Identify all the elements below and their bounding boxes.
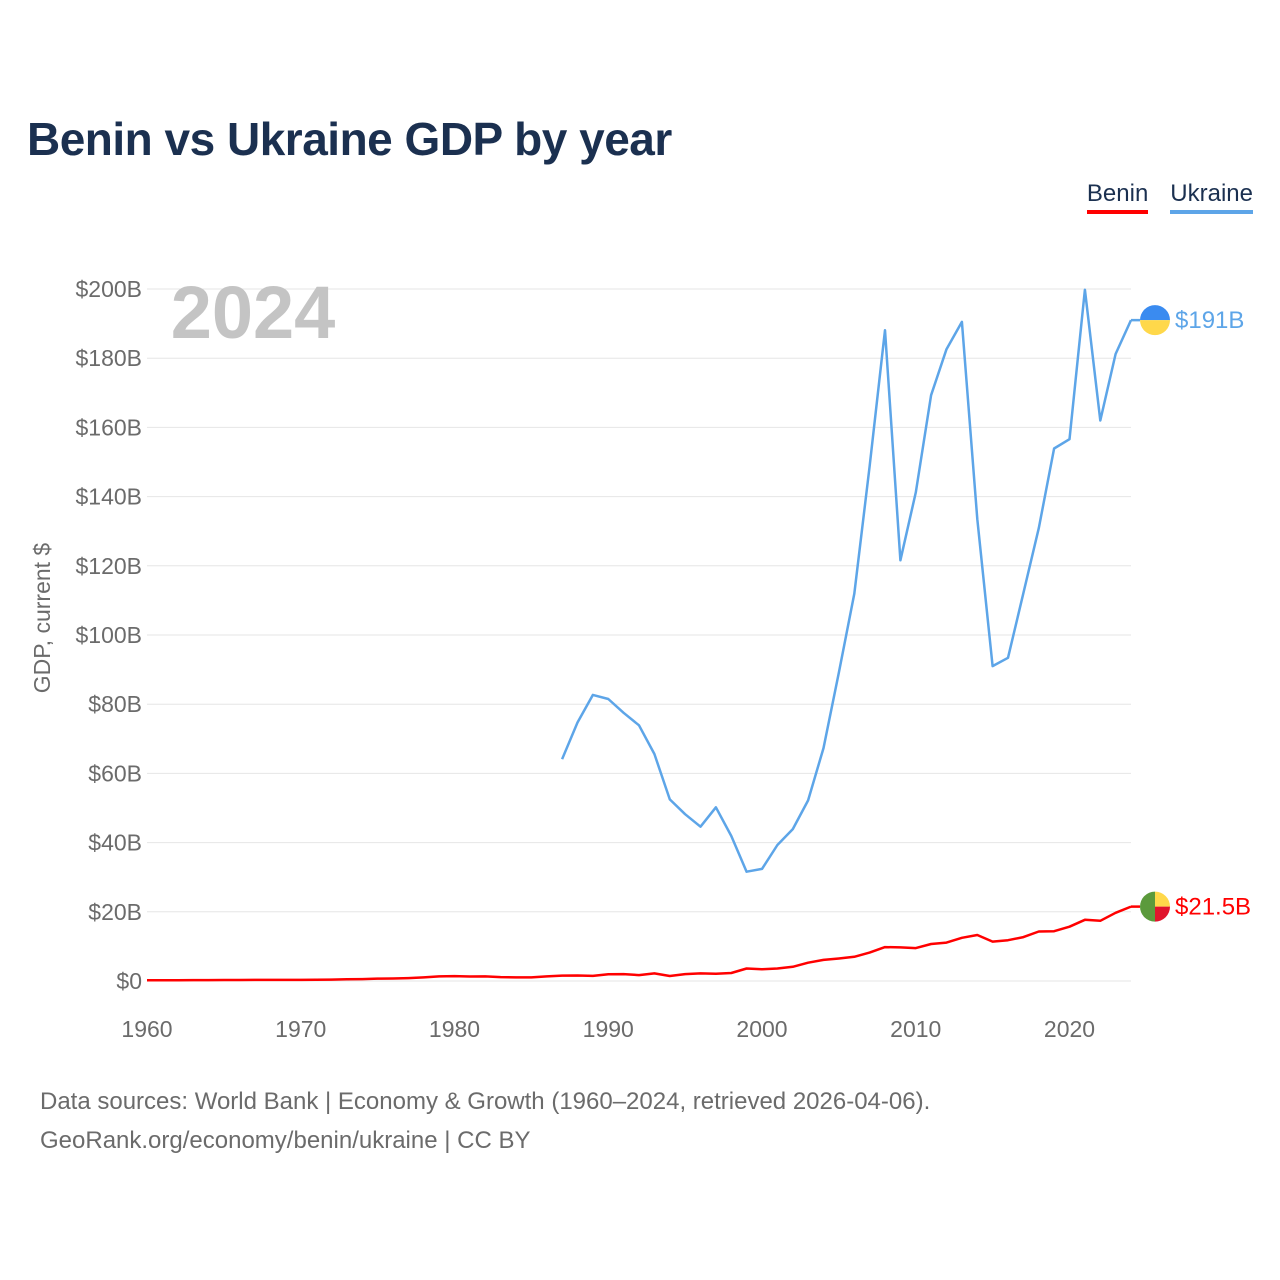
attribution-link[interactable]: GeoRank.org/economy/benin/ukraine | CC B… (40, 1127, 531, 1154)
legend-item-ukraine[interactable]: Ukraine (1170, 180, 1253, 214)
y-tick-label: $60B (88, 760, 142, 786)
benin-flag-icon (1140, 891, 1171, 922)
y-axis-ticks: $0 $20B $40B $60B $80B $100B $120B $140B $160B $1… (75, 276, 142, 994)
y-tick-label: $120B (75, 553, 142, 579)
x-tick-label: 2020 (1044, 1016, 1095, 1042)
legend-item-benin[interactable]: Benin (1086, 180, 1149, 214)
x-tick-label: 1960 (121, 1016, 172, 1042)
y-tick-label: $200B (75, 276, 142, 302)
data-source-text: Data sources: World Bank | Economy & Gro… (40, 1088, 931, 1115)
x-tick-label: 1970 (275, 1016, 326, 1042)
x-tick-label: 1980 (429, 1016, 480, 1042)
y-axis-label: GDP, current $ (29, 543, 55, 694)
series-line-benin[interactable] (147, 905, 1132, 982)
series-lines (147, 288, 1133, 982)
y-tick-label: $180B (75, 345, 142, 371)
y-tick-label: $160B (75, 414, 142, 440)
x-tick-label: 1990 (583, 1016, 634, 1042)
end-value-label-benin: $21.5B (1175, 894, 1251, 921)
gdp-line-chart: 2024 $0 $20B $40B $60B $80B $100B $120B $140B $1… (29, 271, 1251, 1042)
y-tick-label: $140B (75, 484, 142, 510)
x-tick-label: 2010 (890, 1016, 941, 1042)
grid-lines (147, 288, 1131, 982)
y-tick-label: $20B (88, 899, 142, 925)
ukraine-flag-icon (1140, 305, 1170, 336)
year-watermark: 2024 (171, 271, 336, 354)
y-tick-label: $40B (88, 830, 142, 856)
footer: Data sources: World Bank | Economy & Gro… (40, 1082, 930, 1160)
end-value-label-ukraine: $191B (1175, 307, 1244, 334)
y-tick-label: $0 (116, 968, 142, 994)
legend: Benin Ukraine (1086, 180, 1253, 214)
y-tick-label: $80B (88, 691, 142, 717)
x-axis-ticks: 1960 1970 1980 1990 2000 2010 2020 (121, 1016, 1095, 1042)
chart-title: Benin vs Ukraine GDP by year (27, 113, 672, 165)
y-tick-label: $100B (75, 622, 142, 648)
series-line-ukraine[interactable] (560, 288, 1133, 873)
end-markers: $21.5B $191B (1131, 305, 1251, 922)
x-tick-label: 2000 (736, 1016, 787, 1042)
